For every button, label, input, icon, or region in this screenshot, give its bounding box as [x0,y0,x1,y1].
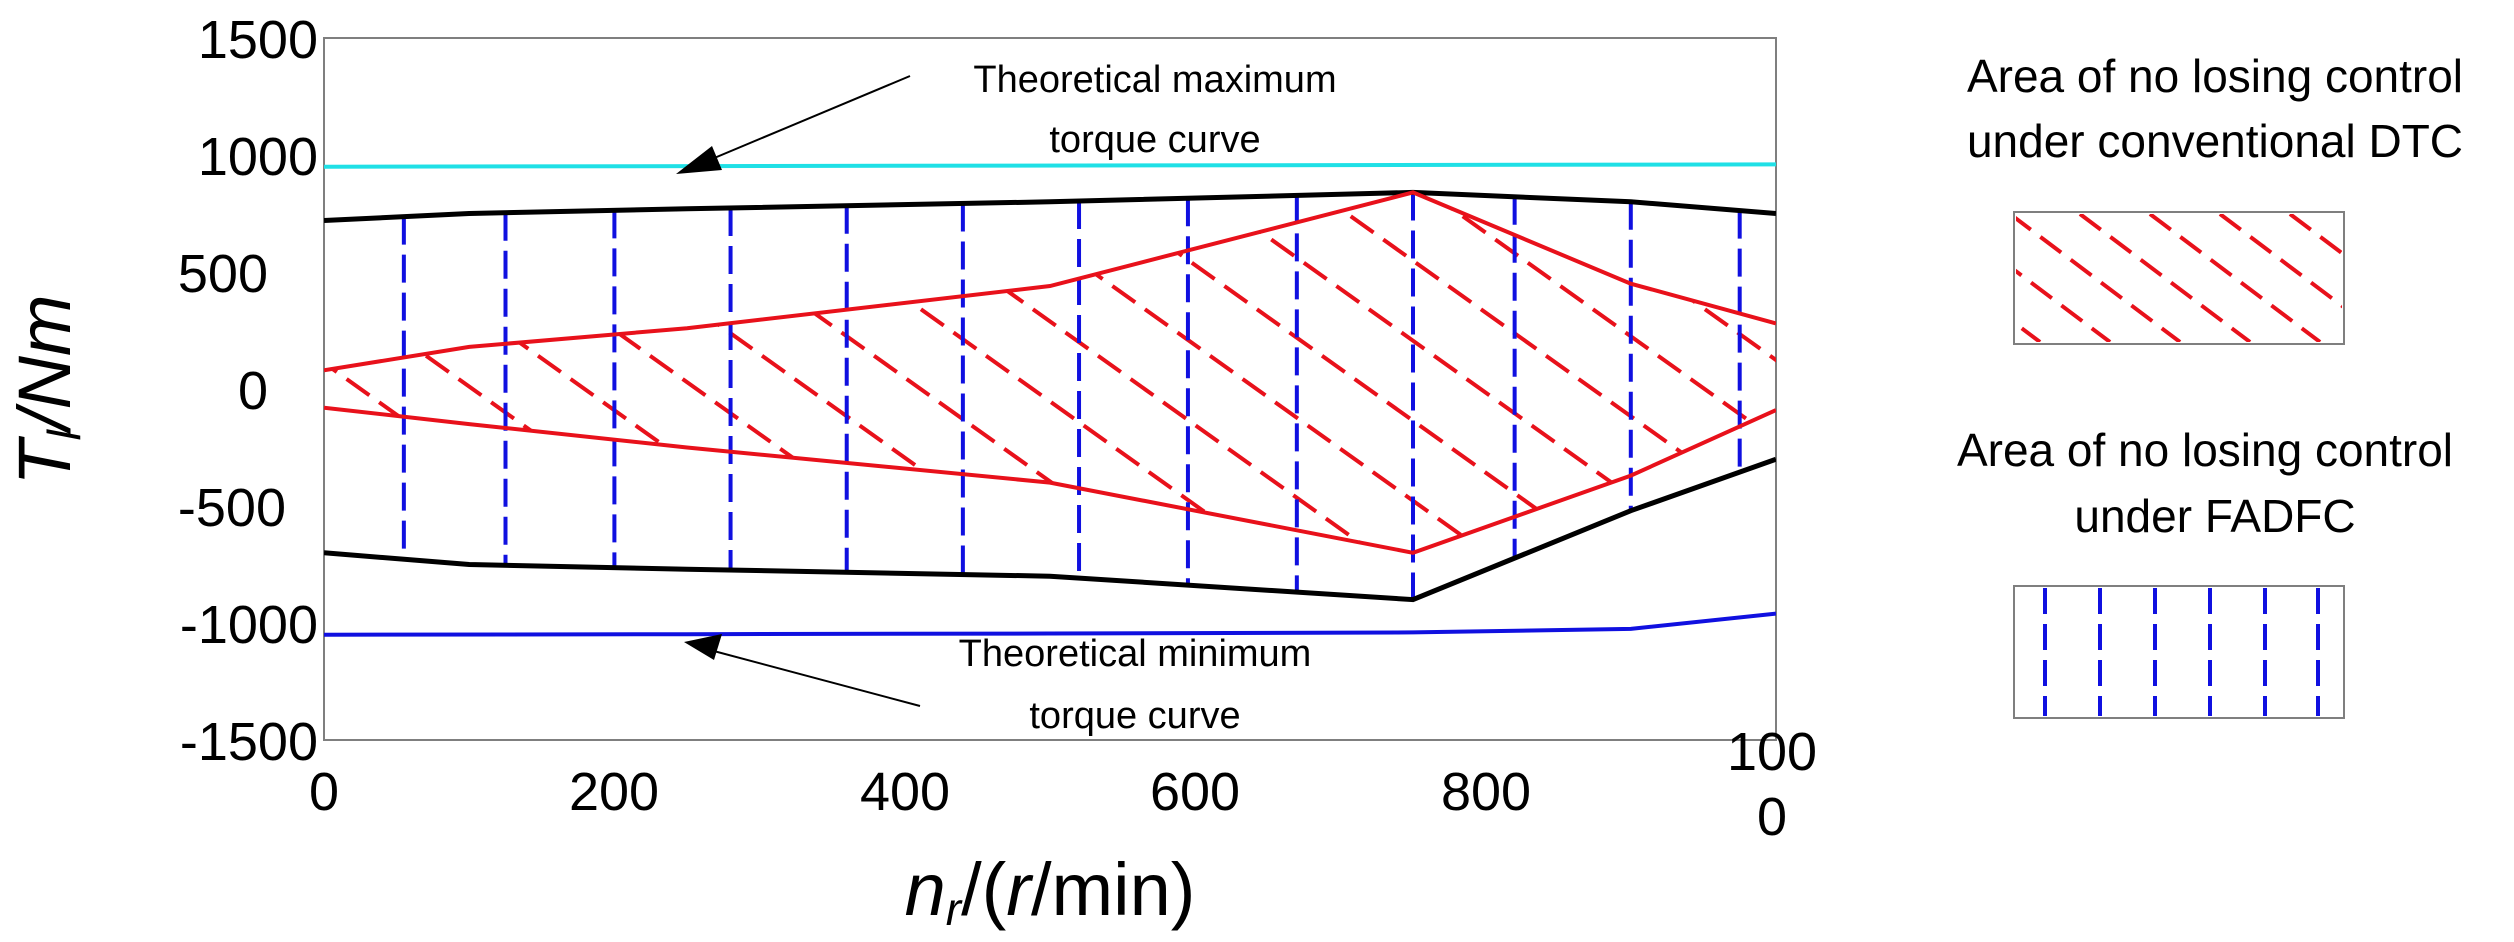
theoretical-max-line [324,162,1776,169]
legend-dtc-hatch-line [2078,214,2252,342]
x-tick-label: 600 [1150,762,1240,822]
y-tick-label: 1000 [198,127,318,187]
annotation-max-arrow [699,75,911,165]
legend-dtc-hatch [1800,214,2514,342]
legend-dtc-hatch-line [2016,268,2112,342]
annotation-min-line2: torque curve [1029,695,1240,737]
legend-fadfc-line2: under FADFC [2074,490,2355,542]
theoretical-min-line [324,611,1776,637]
legend-fadfc-hatch [2043,588,2320,716]
y-tick-label: -500 [178,478,286,538]
y-tick-label: 1500 [198,10,318,70]
x-axis-ticks: 0 200 400 600 800 100 0 [309,722,1817,847]
plot-frame [323,37,1777,741]
legend-dtc-line2: under conventional DTC [1967,115,2463,167]
annotation-min-line1: Theoretical minimum [959,633,1312,675]
legend-dtc-hatch-line [1800,214,1970,342]
x-tick-label: 200 [569,762,659,822]
dtc-lower-line [324,405,1776,555]
annotation-max-line1: Theoretical maximum [973,59,1336,101]
legend-dtc-hatch-line [2360,214,2514,342]
y-axis-title: Tl/Nm [3,294,90,485]
x-tick-label: 800 [1441,762,1531,822]
legend-fadfc-line1: Area of no losing control [1957,424,2453,476]
annotation-max: Theoretical maximum torque curve [676,59,1337,174]
legend: Area of no losing control under conventi… [1800,50,2514,719]
y-tick-label: 0 [238,361,268,421]
fadfc-upper-line [324,189,1776,223]
annotation-max-line2: torque curve [1049,119,1260,161]
x-axis-title: nr/(r/min) [905,848,1196,935]
legend-fadfc-swatch [2013,585,2345,719]
annotation-min-arrowhead [684,634,722,660]
legend-dtc-line1: Area of no losing control [1967,50,2463,102]
x-tick-label-last-line1: 100 [1727,722,1817,782]
y-axis-ticks: 1500 1000 500 0 -500 -1000 -1500 [178,10,318,772]
y-tick-label: 500 [178,244,268,304]
legend-dtc-hatch-line [2016,216,2182,342]
dtc-upper-line [324,190,1776,373]
x-tick-label-last-line2: 0 [1757,787,1787,847]
annotation-max-arrowhead [676,146,722,174]
annotation-min-arrow [709,649,921,707]
legend-dtc-hatch-line [2148,214,2322,342]
y-tick-label: -1500 [180,712,318,772]
annotation-min: Theoretical minimum torque curve [684,633,1311,737]
x-tick-label: 0 [309,762,339,822]
legend-dtc-swatch [1800,211,2514,345]
y-tick-label: -1000 [180,595,318,655]
fadfc-hatch-region [401,192,1742,600]
fadfc-lower-line [324,456,1776,603]
x-tick-label: 400 [860,762,950,822]
